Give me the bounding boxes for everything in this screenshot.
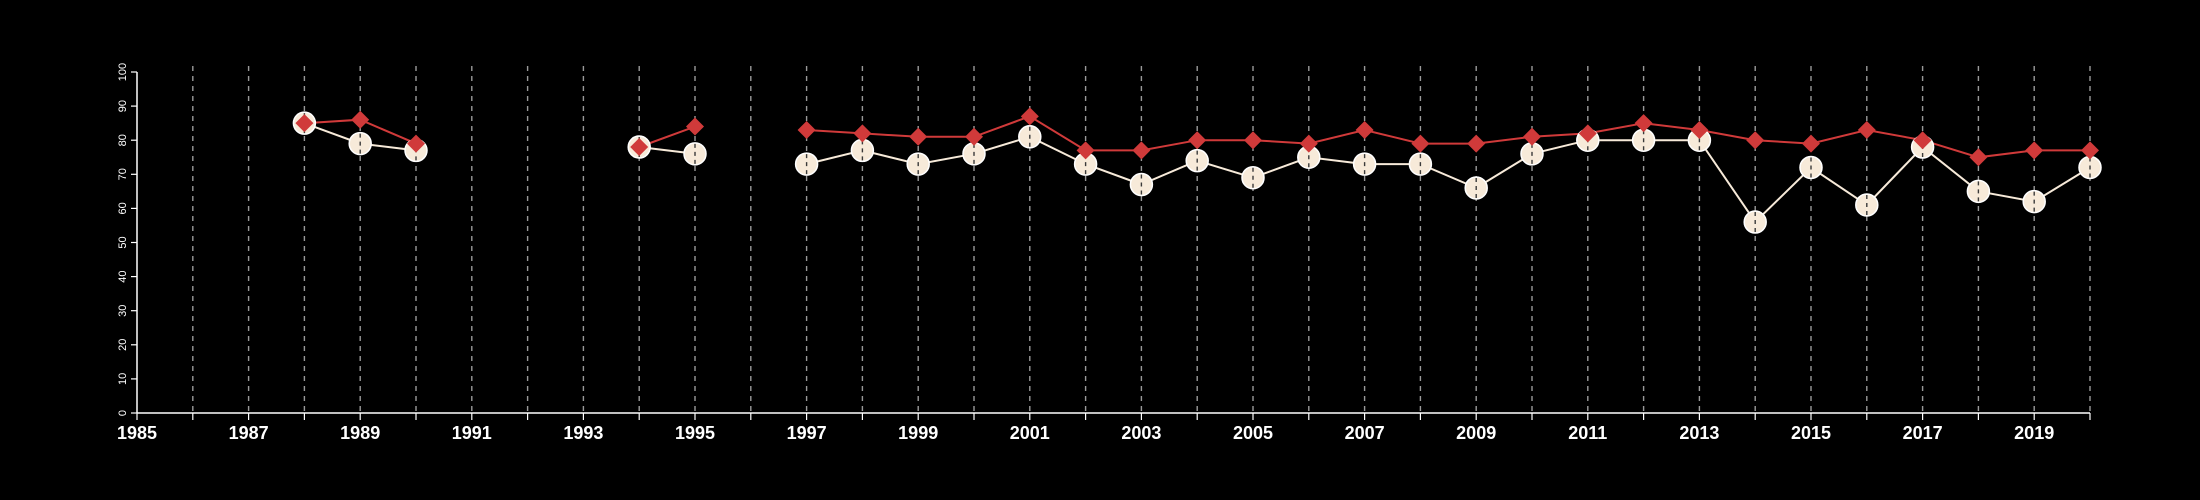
diamond-point-1989 <box>351 110 370 129</box>
diamond-point-1998 <box>853 124 872 143</box>
x-tick-label-2011: 2011 <box>1568 423 1607 443</box>
diamond-point-2000 <box>965 127 983 146</box>
y-tick-label-100: 100 <box>117 63 129 81</box>
x-tick-label-1993: 1993 <box>563 423 603 443</box>
diamond-point-2013 <box>1690 120 1709 139</box>
y-tick-label-10: 10 <box>117 373 129 385</box>
diamond-point-2014 <box>1746 131 1765 150</box>
diamond-point-1999 <box>909 127 928 146</box>
diamond-point-2005 <box>1244 131 1262 150</box>
diamond-point-1990 <box>407 134 425 153</box>
x-tick-label-1989: 1989 <box>340 423 380 443</box>
x-tick-label-1999: 1999 <box>898 423 938 443</box>
x-tick-label-2005: 2005 <box>1233 423 1273 443</box>
diamond-point-2009 <box>1467 134 1486 153</box>
diamond-point-2002 <box>1076 141 1095 160</box>
y-tick-label-90: 90 <box>117 100 129 112</box>
diamond-point-1997 <box>797 120 816 139</box>
y-tick-label-60: 60 <box>117 202 129 214</box>
series-0-line-segment-2 <box>806 115 2090 159</box>
diamond-point-2012 <box>1634 114 1653 133</box>
y-tick-label-80: 80 <box>117 134 129 146</box>
diamond-point-2001 <box>1020 107 1039 126</box>
x-tick-label-2015: 2015 <box>1791 423 1831 443</box>
diamond-point-2004 <box>1188 131 1207 150</box>
diamond-point-2016 <box>1857 120 1876 139</box>
diamond-point-2003 <box>1132 141 1151 160</box>
x-tick-label-2013: 2013 <box>1679 423 1719 443</box>
diamond-point-2006 <box>1299 134 1318 153</box>
diamond-point-2008 <box>1411 134 1430 153</box>
diamond-point-1988 <box>295 114 314 133</box>
diamond-point-2017 <box>1913 131 1932 150</box>
y-tick-label-0: 0 <box>117 410 129 416</box>
x-tick-label-2003: 2003 <box>1121 423 1161 443</box>
y-tick-label-40: 40 <box>117 270 129 282</box>
x-tick-label-2001: 2001 <box>1010 423 1050 443</box>
x-tick-label-1991: 1991 <box>452 423 492 443</box>
diamond-point-2019 <box>2025 141 2044 160</box>
y-axis-ticks: 0 10 20 30 40 50 60 70 80 90 100 <box>117 63 137 416</box>
x-tick-label-2007: 2007 <box>1345 423 1385 443</box>
x-tick-label-1985: 1985 <box>117 423 157 443</box>
diamond-point-1994 <box>630 138 649 157</box>
y-tick-label-70: 70 <box>117 168 129 180</box>
x-tick-label-1997: 1997 <box>787 423 827 443</box>
diamond-point-2011 <box>1578 124 1597 143</box>
y-tick-label-20: 20 <box>117 339 129 351</box>
x-axis-ticks: 1985 1987 1989 1991 1993 1995 1997 1999 2001 2003… <box>117 413 2091 443</box>
x-tick-label-2019: 2019 <box>2014 423 2054 443</box>
diamond-point-2007 <box>1355 120 1374 139</box>
x-tick-label-1995: 1995 <box>675 423 715 443</box>
x-tick-label-1987: 1987 <box>229 423 269 443</box>
diamond-point-2010 <box>1523 127 1541 146</box>
diamond-point-1995 <box>686 117 704 136</box>
diamond-point-2018 <box>1969 148 1988 167</box>
x-tick-label-2009: 2009 <box>1456 423 1496 443</box>
x-tick-label-2017: 2017 <box>1903 423 1943 443</box>
series-layer <box>292 107 2102 234</box>
diamond-point-2015 <box>1802 134 1820 153</box>
diamond-point-2020 <box>2081 141 2099 160</box>
grid-lines <box>192 66 2091 413</box>
y-tick-label-30: 30 <box>117 305 129 317</box>
y-tick-label-50: 50 <box>117 236 129 248</box>
